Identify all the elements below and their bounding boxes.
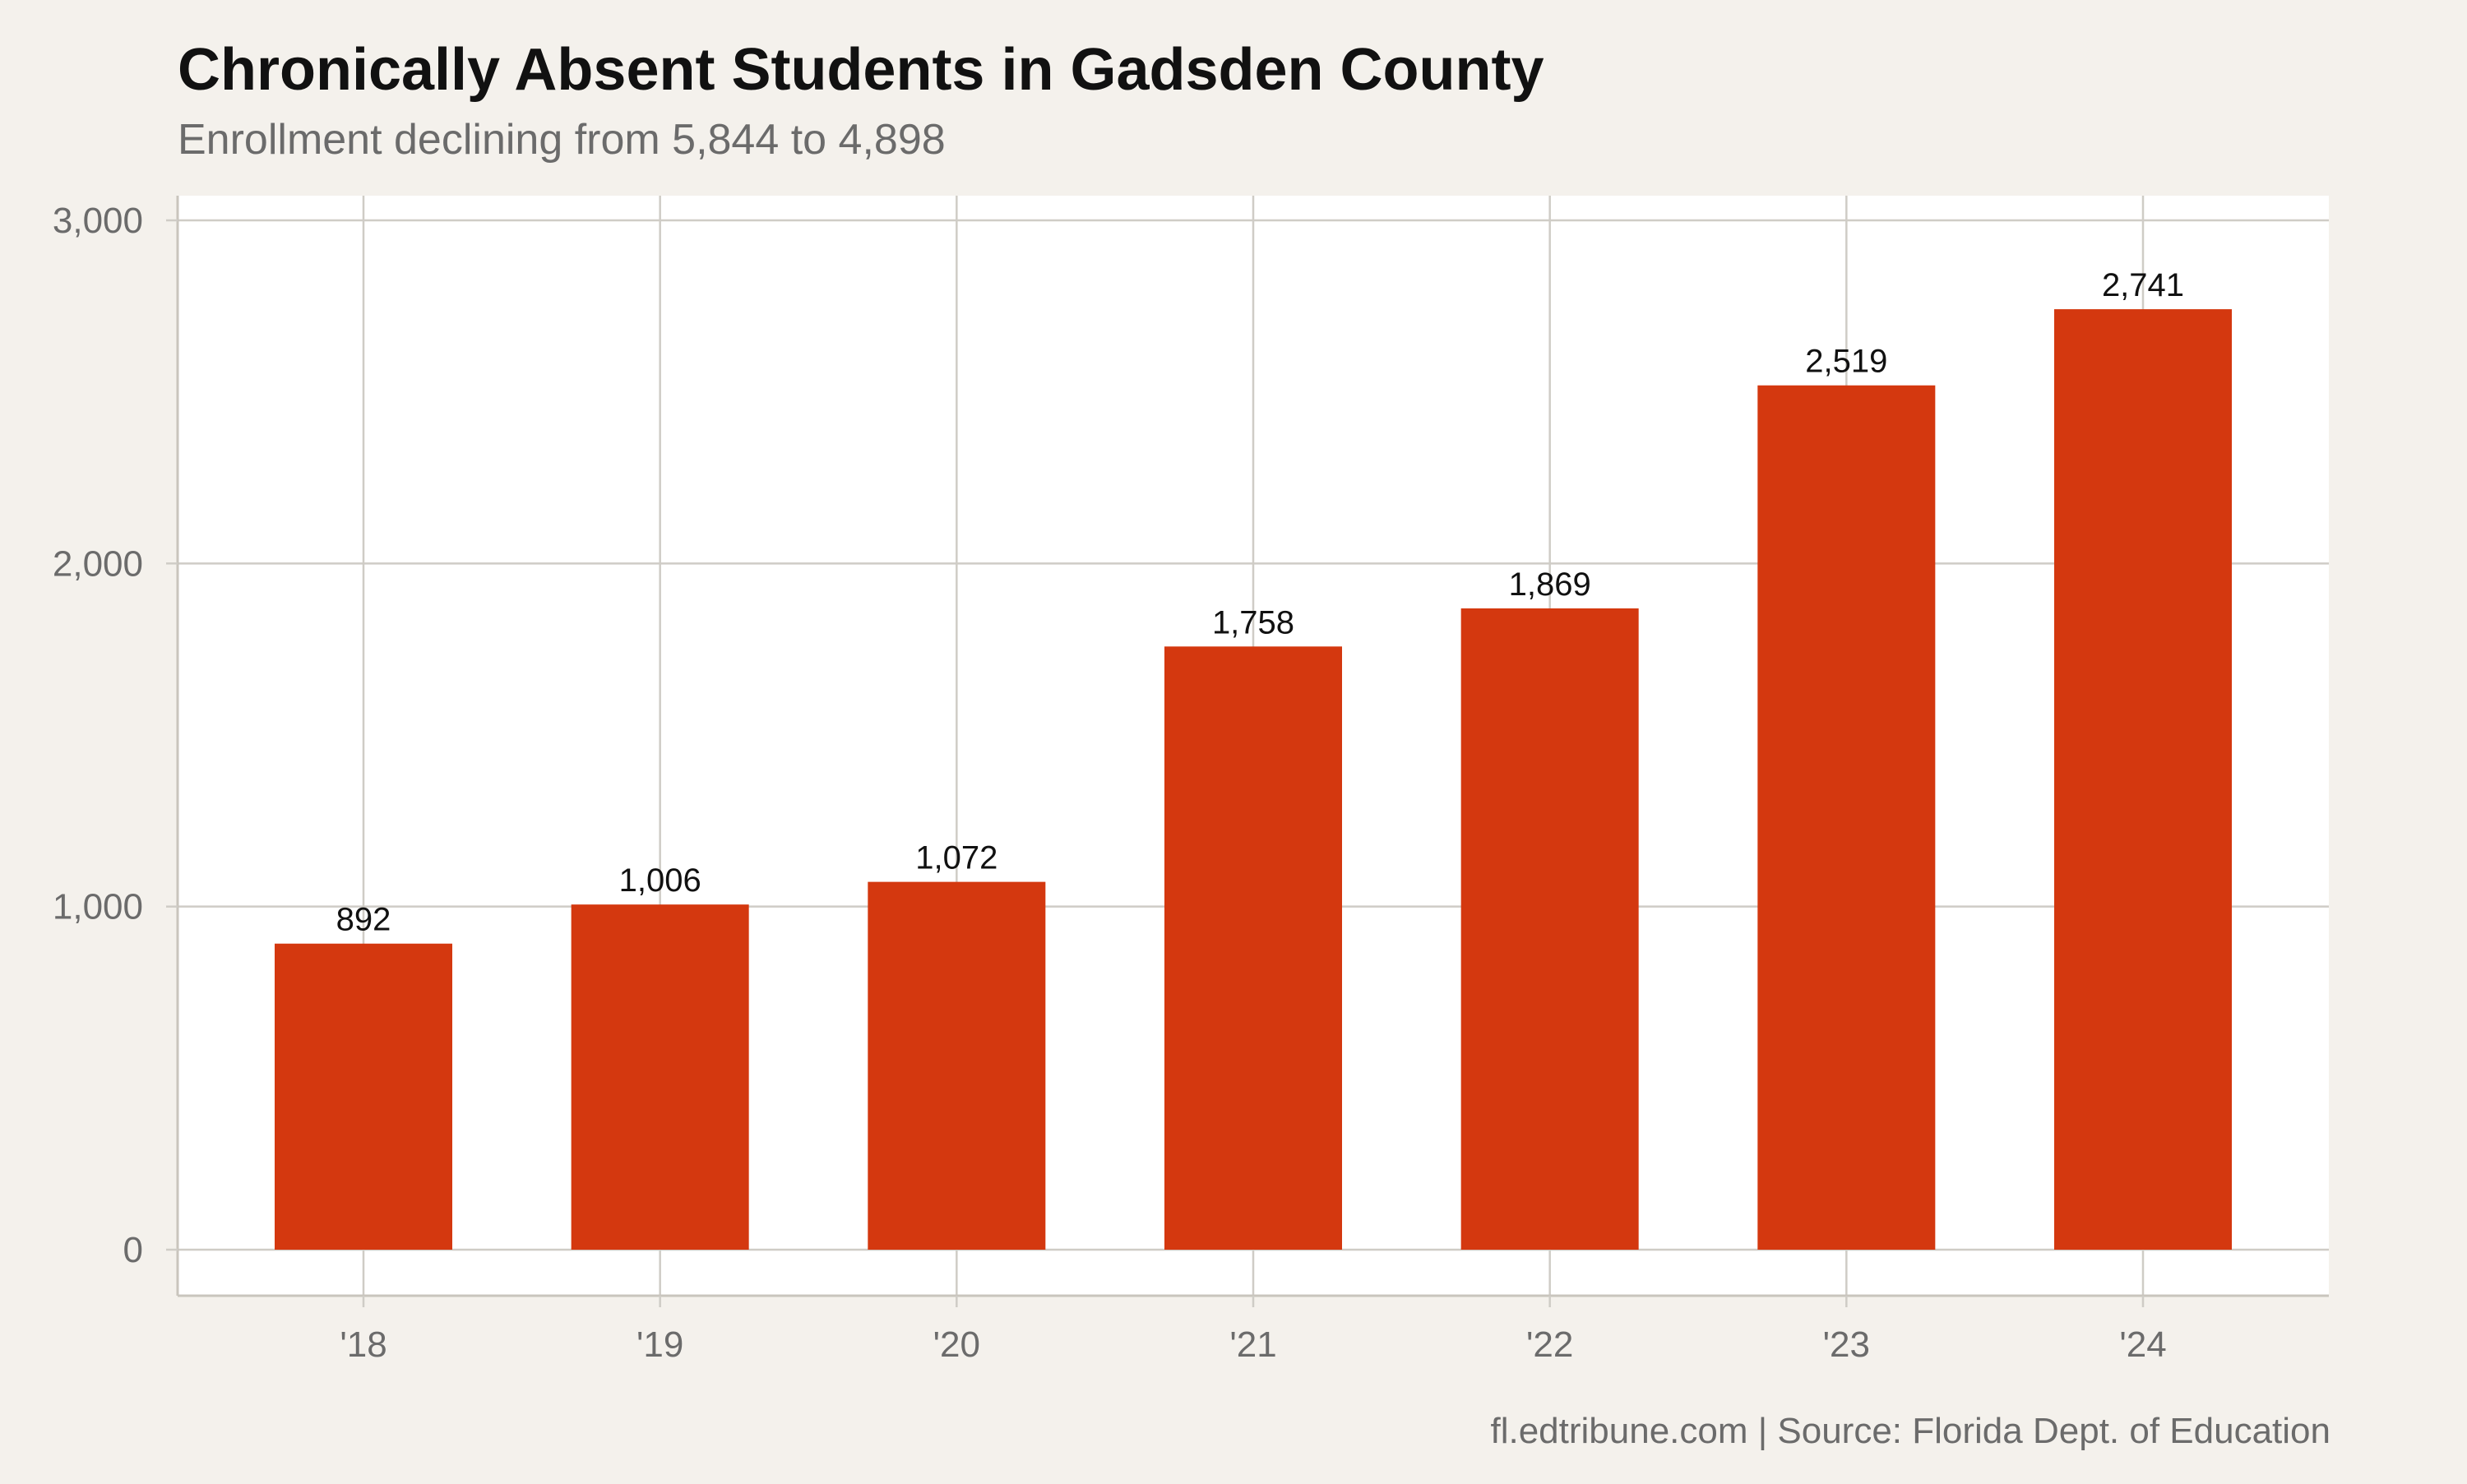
source-caption: fl.edtribune.com | Source: Florida Dept.… (1490, 1411, 2330, 1451)
x-tick-label: '20 (933, 1325, 980, 1365)
x-tick-label: '22 (1526, 1325, 1573, 1365)
bar (275, 943, 452, 1250)
chart-title: Chronically Absent Students in Gadsden C… (178, 37, 1544, 103)
bars (275, 309, 2232, 1251)
bar-value-label: 1,869 (1509, 566, 1591, 603)
bar (1164, 646, 1342, 1250)
y-tick-label: 1,000 (53, 887, 143, 927)
y-tick-label: 2,000 (53, 543, 143, 584)
y-tick-label: 3,000 (53, 201, 143, 241)
x-tick-label: '21 (1229, 1325, 1276, 1365)
bar (868, 881, 1046, 1250)
y-tick-labels: 0 1,000 2,000 3,000 (53, 201, 178, 1270)
bar-value-label: 1,758 (1212, 604, 1294, 640)
bar (2054, 309, 2232, 1250)
chart-subtitle: Enrollment declining from 5,844 to 4,898 (178, 116, 946, 164)
x-tick-label: '23 (1823, 1325, 1870, 1365)
y-tick-label: 0 (123, 1230, 143, 1270)
bar-value-label: 1,072 (915, 840, 997, 876)
bar-value-label: 1,006 (619, 862, 701, 899)
x-tick-label: '24 (2119, 1325, 2166, 1365)
value-labels: 892 1,006 1,072 1,758 1,869 2,519 2,741 (336, 267, 2184, 938)
bar-value-label: 892 (336, 902, 391, 938)
bar-value-label: 2,741 (2102, 267, 2184, 303)
bar (571, 904, 749, 1250)
bar-value-label: 2,519 (1805, 344, 1887, 380)
x-tick-label: '19 (636, 1325, 683, 1365)
bar (1757, 385, 1936, 1251)
bar (1460, 608, 1639, 1250)
x-tick-label: '18 (340, 1325, 386, 1365)
x-tick-labels: '18 '19 '20 '21 '22 '23 '24 (340, 1296, 2167, 1365)
